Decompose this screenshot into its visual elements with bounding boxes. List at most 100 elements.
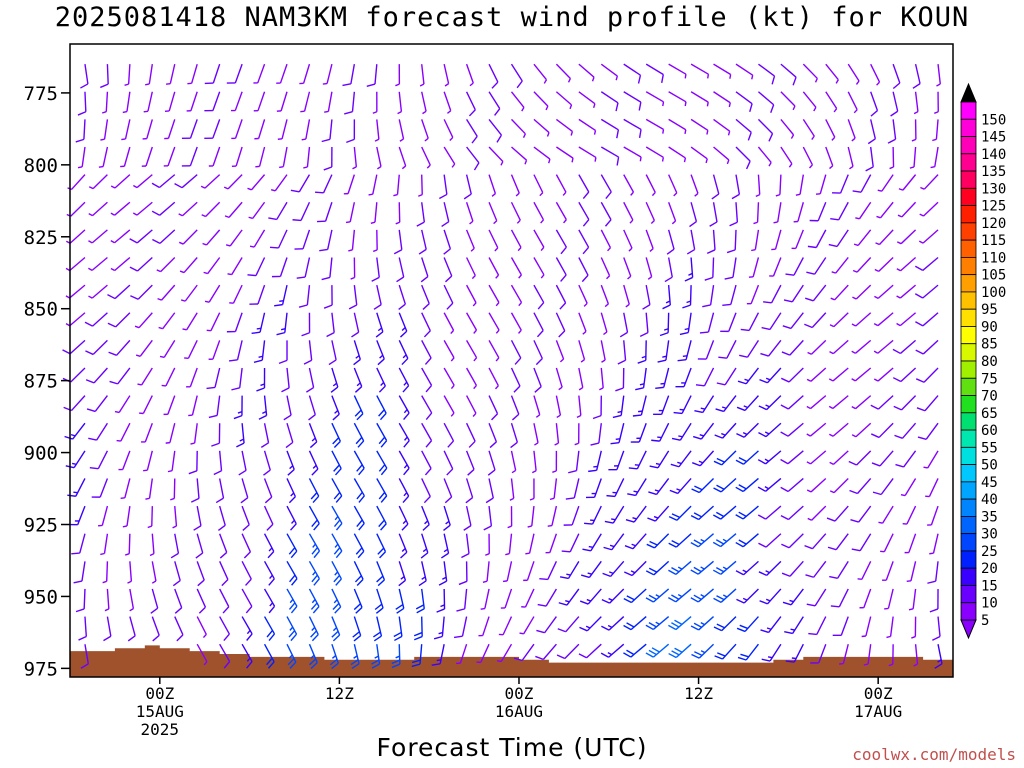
barb-staff xyxy=(443,367,455,386)
barb-flag xyxy=(647,517,656,522)
colorbar-bottom-arrow xyxy=(960,619,977,640)
wind-barb xyxy=(507,506,513,529)
barb-half-flag xyxy=(556,414,561,419)
barb-staff xyxy=(398,533,408,553)
barb-half-flag xyxy=(402,354,407,359)
barb-staff xyxy=(735,91,753,105)
barb-staff xyxy=(766,395,782,411)
barb-staff xyxy=(932,533,939,554)
barb-staff xyxy=(901,395,917,411)
barb-staff xyxy=(106,588,110,609)
barb-flag xyxy=(267,661,275,669)
barb-staff xyxy=(465,505,472,526)
barb-flag xyxy=(760,352,769,357)
credit-link[interactable]: coolwx.com/models xyxy=(852,745,1016,764)
barb-flag xyxy=(558,602,568,606)
barb-staff xyxy=(578,63,595,78)
barb-flag xyxy=(485,497,494,504)
barb-flag xyxy=(828,243,838,248)
barb-flag xyxy=(289,523,297,531)
barb-staff xyxy=(663,367,670,388)
barb-staff xyxy=(286,395,292,416)
wind-barb xyxy=(555,257,567,282)
barb-flag xyxy=(352,631,360,638)
wind-barb xyxy=(476,643,490,664)
barb-half-flag xyxy=(604,303,609,308)
barb-staff xyxy=(83,119,86,140)
barb-staff xyxy=(207,257,221,274)
barb-flag xyxy=(373,304,382,310)
colorbar-label: 75 xyxy=(981,371,998,387)
barb-half-flag xyxy=(426,164,431,169)
wind-barb xyxy=(914,284,939,299)
barb-flag xyxy=(670,463,680,468)
barb-staff xyxy=(229,229,243,247)
barb-staff xyxy=(70,201,86,217)
wind-barb xyxy=(533,312,544,338)
wind-barb xyxy=(321,257,333,281)
wind-barb xyxy=(488,257,500,279)
barb-staff xyxy=(623,284,630,305)
barb-staff xyxy=(376,505,387,525)
barb-staff xyxy=(144,422,153,443)
barb-flag xyxy=(371,276,380,282)
barb-staff xyxy=(913,146,917,168)
barb-flag xyxy=(378,519,385,528)
barb-staff xyxy=(681,395,692,414)
wind-barb xyxy=(500,588,513,609)
barb-staff xyxy=(480,643,490,663)
barb-flag xyxy=(313,550,320,559)
barb-staff xyxy=(212,63,221,84)
wind-barb xyxy=(488,340,500,362)
barb-half-flag xyxy=(571,157,574,163)
barb-flag xyxy=(716,566,725,573)
barb-flag xyxy=(605,191,612,199)
wind-barb xyxy=(395,202,401,225)
barb-flag xyxy=(377,358,385,366)
barb-staff xyxy=(789,560,804,577)
wind-barb xyxy=(231,119,243,140)
barb-flag xyxy=(516,80,523,89)
barb-staff xyxy=(443,146,456,165)
barb-staff xyxy=(511,146,527,161)
barb-staff xyxy=(236,340,243,360)
barb-staff xyxy=(765,450,782,465)
barb-flag xyxy=(290,605,298,614)
barb-staff xyxy=(465,422,476,442)
wind-barb xyxy=(877,174,894,192)
barb-flag xyxy=(534,386,542,393)
barb-staff xyxy=(578,312,587,332)
barb-flag xyxy=(332,413,340,421)
wind-barb xyxy=(488,229,499,252)
barb-flag xyxy=(736,406,746,412)
barb-flag xyxy=(174,182,183,189)
barb-staff xyxy=(114,256,131,272)
wind-barb xyxy=(893,395,917,411)
barb-flag xyxy=(582,219,590,227)
wind-barb xyxy=(806,477,827,493)
barb-half-flag xyxy=(684,74,687,79)
wind-barb xyxy=(465,202,474,225)
barb-flag xyxy=(311,574,318,583)
barb-staff xyxy=(900,256,917,272)
barb-flag xyxy=(333,491,341,500)
barb-flag xyxy=(312,495,320,504)
barb-half-flag xyxy=(303,166,308,169)
wind-barb xyxy=(71,533,86,555)
barb-flag xyxy=(260,442,269,448)
barb-flag xyxy=(333,547,341,555)
barb-half-flag xyxy=(518,301,523,307)
barb-half-flag xyxy=(158,326,163,330)
barb-staff xyxy=(858,201,872,220)
barb-half-flag xyxy=(765,404,770,408)
barb-staff xyxy=(443,257,453,277)
wind-barb xyxy=(870,63,881,86)
wind-barb xyxy=(308,533,321,559)
wind-barb xyxy=(411,644,423,668)
barb-staff xyxy=(139,339,153,357)
barb-staff xyxy=(728,312,737,332)
barb-staff xyxy=(743,560,759,576)
barb-flag xyxy=(714,434,723,439)
wind-barb xyxy=(851,533,872,552)
wind-barb xyxy=(65,312,86,327)
